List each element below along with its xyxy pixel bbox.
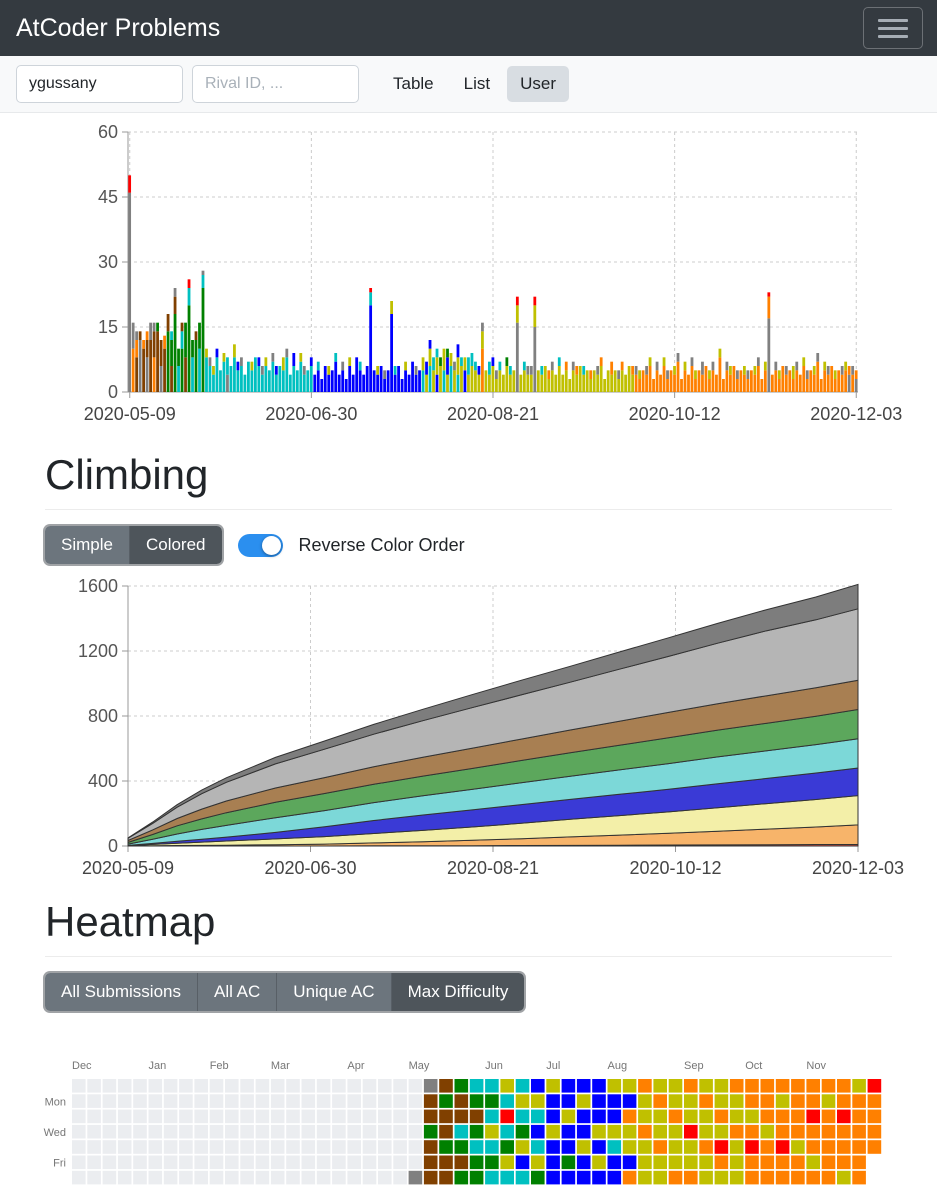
svg-text:Sep: Sep [684,1060,704,1072]
tab-user[interactable]: User [507,66,570,102]
svg-text:Nov: Nov [806,1060,826,1072]
tab-list[interactable]: List [451,66,503,102]
divider [45,956,892,957]
view-tabs: Table List User [380,66,570,102]
heatmap-controls: All Submissions All AC Unique AC Max Dif… [45,973,892,1011]
svg-text:Mon: Mon [45,1096,66,1108]
hamburger-menu-button[interactable] [863,7,923,49]
divider [45,509,892,510]
svg-text:Jun: Jun [485,1060,503,1072]
all-ac-button[interactable]: All AC [198,973,278,1011]
svg-text:Wed: Wed [44,1127,66,1139]
heatmap-title: Heatmap [45,898,216,945]
svg-text:2020-10-12: 2020-10-12 [629,404,721,424]
svg-text:0: 0 [108,382,118,402]
unique-ac-button[interactable]: Unique AC [277,973,392,1011]
all-submissions-button[interactable]: All Submissions [45,973,198,1011]
heatmap-filter-group: All Submissions All AC Unique AC Max Dif… [45,973,525,1011]
svg-text:60: 60 [98,122,118,142]
climbing-chart-section: 0 400 800 1200 1600 2020-05-09 2020-06-30 2020-… [0,574,937,876]
heatmap-section: Dec Jan Feb Mar Apr May Jun Jul Aug Sep Oct Nov Mon W… [0,1057,937,1191]
app-title: AtCoder Problems [16,13,221,42]
climbing-area-chart: 0 400 800 1200 1600 2020-05-09 2020-06-30 2020-… [78,576,904,876]
daily-submissions-bar-chart: 0 15 30 45 60 2020-05-09 2020-06-30 2020-08-21 2… [84,122,903,424]
svg-text:1600: 1600 [78,576,118,596]
svg-text:May: May [409,1060,430,1072]
hamburger-icon [878,18,908,22]
svg-text:2020-10-12: 2020-10-12 [629,858,721,876]
navbar: AtCoder Problems [0,0,937,56]
svg-text:2020-06-30: 2020-06-30 [264,858,356,876]
svg-text:Fri: Fri [53,1158,66,1170]
svg-text:400: 400 [88,771,118,791]
svg-text:2020-06-30: 2020-06-30 [265,404,357,424]
svg-text:2020-08-21: 2020-08-21 [447,858,539,876]
svg-text:Feb: Feb [210,1060,229,1072]
svg-text:Jul: Jul [546,1060,560,1072]
svg-text:15: 15 [98,317,118,337]
reverse-color-toggle[interactable] [237,533,283,557]
svg-text:2020-05-09: 2020-05-09 [84,404,176,424]
svg-text:0: 0 [108,836,118,856]
calendar-heatmap: Dec Jan Feb Mar Apr May Jun Jul Aug Sep Oct Nov Mon W… [44,1060,882,1185]
svg-text:30: 30 [98,252,118,272]
toggle-knob-icon [261,535,281,555]
rival-id-input[interactable] [192,65,359,103]
reverse-color-label: Reverse Color Order [298,534,465,555]
svg-text:Apr: Apr [347,1060,364,1072]
climbing-controls: Simple Colored Reverse Color Order [45,526,892,564]
max-difficulty-button[interactable]: Max Difficulty [391,973,525,1011]
svg-text:Jan: Jan [149,1060,167,1072]
svg-text:45: 45 [98,187,118,207]
user-id-input[interactable] [16,65,183,103]
svg-text:2020-05-09: 2020-05-09 [82,858,174,876]
svg-text:Oct: Oct [745,1060,762,1072]
simple-button[interactable]: Simple [45,526,130,564]
svg-text:Aug: Aug [608,1060,628,1072]
svg-text:2020-08-21: 2020-08-21 [447,404,539,424]
colored-button[interactable]: Colored [129,526,222,564]
climbing-title: Climbing [45,451,209,498]
svg-text:1200: 1200 [78,641,118,661]
daily-submissions-section: 0 15 30 45 60 2020-05-09 2020-06-30 2020-08-21 2… [0,117,937,429]
tab-table[interactable]: Table [380,66,447,102]
svg-text:800: 800 [88,706,118,726]
svg-text:2020-12-03: 2020-12-03 [812,858,904,876]
chart-style-group: Simple Colored [45,526,222,564]
svg-text:Mar: Mar [271,1060,290,1072]
toolbar: Table List User [0,56,937,113]
svg-text:Dec: Dec [72,1060,92,1072]
svg-text:2020-12-03: 2020-12-03 [810,404,902,424]
